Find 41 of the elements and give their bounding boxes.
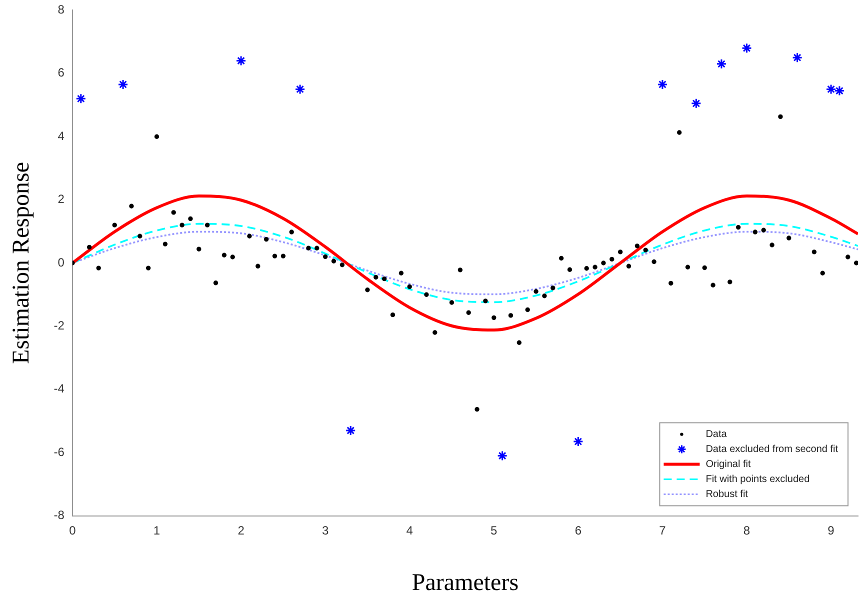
point: [572, 436, 584, 447]
legend-label: Robust fit: [706, 489, 748, 500]
point: [716, 58, 727, 70]
line-series: [72, 194, 858, 332]
point: [497, 450, 508, 462]
x-tick-label: 8: [743, 523, 750, 538]
y-tick-label: 8: [58, 2, 65, 17]
point: [834, 86, 845, 96]
point: [826, 84, 836, 94]
y-tick-label: 6: [58, 66, 65, 80]
legend-label: Data: [706, 429, 728, 440]
point: [690, 98, 702, 109]
point: [741, 42, 752, 54]
x-tick-label: 5: [490, 523, 498, 538]
y-tick-label: -6: [54, 444, 65, 459]
y-tick-label: -4: [54, 382, 65, 396]
point: [345, 425, 356, 436]
point: [792, 52, 803, 63]
legend-label: Original fit: [706, 459, 751, 470]
y-tick-label: 2: [58, 192, 65, 206]
x-tick-label: 3: [322, 523, 329, 538]
x-tick-label: 9: [828, 523, 835, 538]
point: [118, 79, 128, 90]
point: [236, 56, 246, 66]
point: [657, 79, 668, 90]
x-tick-label: 0: [69, 523, 76, 538]
x-tick-label: 7: [659, 523, 666, 538]
y-tick-label: -8: [54, 508, 65, 522]
legend-label: Fit with points excluded: [706, 474, 810, 486]
x-axis-title: Parameters: [412, 570, 519, 596]
legend-label: Data excluded from second fit: [706, 444, 838, 456]
x-tick-label: 6: [574, 523, 582, 538]
y-tick-label: -2: [54, 318, 65, 333]
x-tick-label: 1: [153, 523, 160, 538]
point: [76, 93, 86, 104]
x-tick-label: 4: [406, 523, 414, 538]
y-axis-title: Estimation Response: [8, 162, 35, 364]
point: [294, 84, 306, 94]
x-tick-label: 2: [238, 523, 245, 538]
y-tick-label: 0: [58, 255, 65, 270]
y-tick-label: 4: [58, 128, 65, 143]
